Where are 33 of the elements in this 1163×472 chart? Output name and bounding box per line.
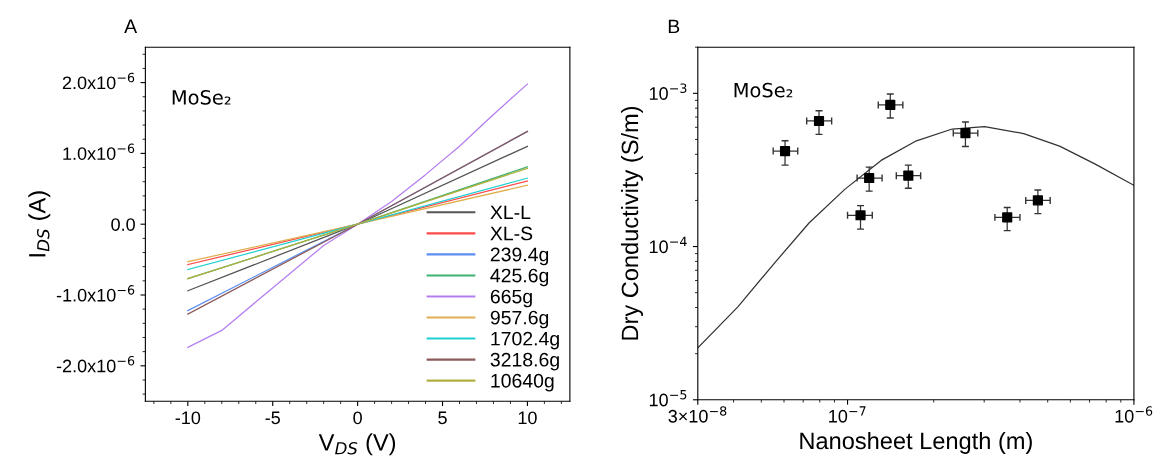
y-axis-title: I$_{DS}$ (A) [28, 191, 51, 257]
legend-label: XL-S [490, 226, 533, 241]
x-tick-label: 10 [518, 411, 537, 425]
x-tick-label: -5 [265, 411, 280, 425]
y-tick-label: 10$^{−5}$ [649, 390, 687, 407]
legend-label: 425.6g [490, 268, 549, 287]
legend-label: 1702.4g [491, 331, 559, 350]
legend-label: 239.4g [490, 247, 549, 266]
x-axis-title: V$_{DS}$ (V) [318, 433, 396, 456]
annotation: MoSe₂ [172, 90, 231, 105]
y-tick-label: 2.0x10$^{−6}$ [62, 72, 135, 90]
x-tick-label: 0 [353, 411, 362, 425]
annotation: MoSe₂ [734, 82, 793, 98]
y-tick-label: -2.0x10$^{−6}$ [56, 355, 135, 373]
y-tick-label: 10$^{−4}$ [649, 236, 687, 254]
legend-label: XL-L [490, 205, 531, 220]
y-tick-label: -1.0x10$^{−6}$ [56, 285, 135, 302]
text: A [124, 19, 138, 33]
x-tick-label: 10$^{−6}$ [1115, 406, 1153, 423]
legend-label: 665g [490, 289, 532, 308]
legend-label: 3218.6g [490, 352, 559, 371]
legend-label: 10640g [491, 373, 554, 392]
x-tick-label: 5 [438, 411, 447, 425]
text: B [668, 19, 680, 34]
legend-label: 957.6g [490, 310, 549, 329]
y-axis-title: Dry Conductivity (S/m) [620, 106, 643, 340]
x-tick-label: 3×10$^{−8}$ [668, 406, 727, 423]
x-axis-title: Nanosheet Length (m) [800, 431, 1032, 454]
x-tick-label: 10$^{−7}$ [829, 406, 866, 423]
x-tick-label: -10 [175, 411, 201, 425]
y-tick-label: 0.0 [111, 218, 135, 231]
y-tick-label: 10$^{−3}$ [649, 83, 687, 100]
y-tick-label: 1.0x10$^{−6}$ [63, 143, 135, 160]
